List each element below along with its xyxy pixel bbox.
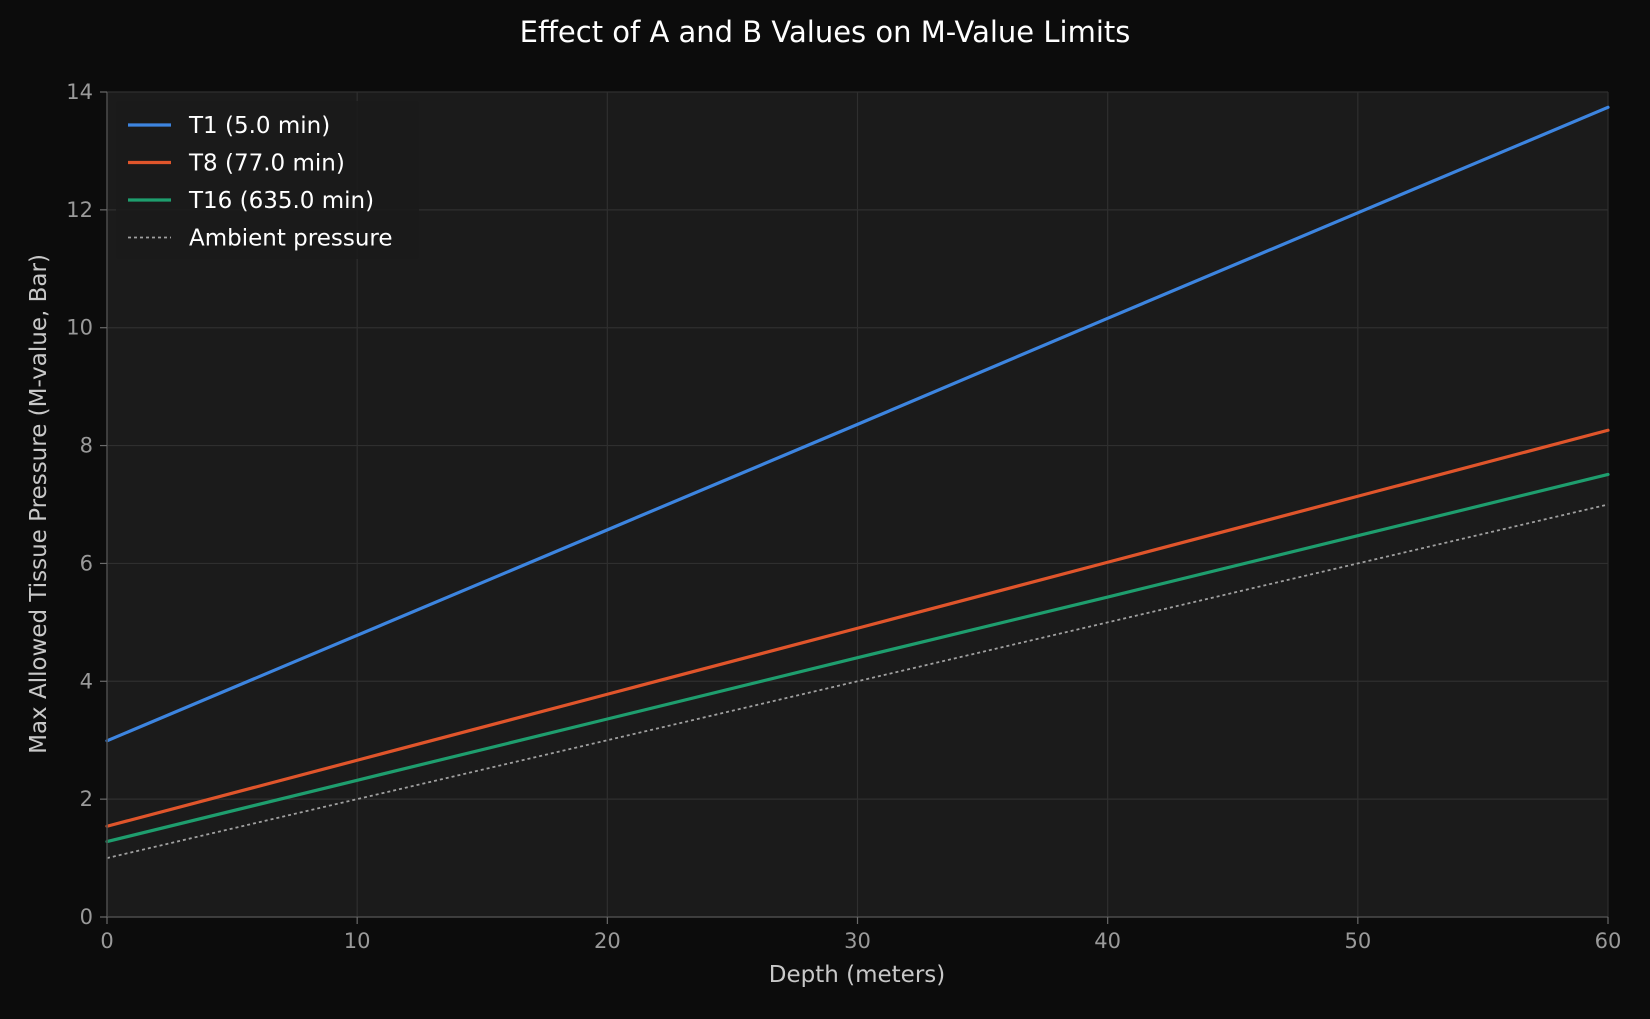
x-tick-label: 20 <box>594 929 621 953</box>
y-tick-label: 14 <box>66 80 93 104</box>
x-tick-label: 0 <box>100 929 113 953</box>
x-tick-label: 30 <box>844 929 871 953</box>
x-tick-label: 50 <box>1344 929 1371 953</box>
series-line-1 <box>105 105 1610 743</box>
x-tick-label: 40 <box>1094 929 1121 953</box>
y-tick-label: 8 <box>80 434 93 458</box>
legend-label: T1 (5.0 min) <box>188 113 330 139</box>
legend: T1 (5.0 min) T8 (77.0 min) T16 (635.0 min)… <box>116 101 419 259</box>
legend-label: Ambient pressure <box>189 226 393 252</box>
legend-items: T1 (5.0 min) T8 (77.0 min) T16 (635.0 min)… <box>128 113 393 252</box>
y-tick-label: 2 <box>80 787 93 811</box>
series-line-2 <box>105 428 1610 828</box>
y-tick-label: 12 <box>66 198 93 222</box>
y-tick-label: 0 <box>80 905 93 929</box>
y-tick-label: 6 <box>80 551 93 575</box>
y-tick-label: 10 <box>66 316 93 340</box>
legend-label: T8 (77.0 min) <box>188 151 345 177</box>
x-axis-label: Depth (meters) <box>769 962 945 988</box>
legend-box <box>116 101 419 259</box>
chart-title: Effect of A and B Values on M-Value Limi… <box>520 15 1131 49</box>
x-tick-label: 10 <box>344 929 371 953</box>
series-lines <box>105 105 1610 859</box>
legend-label: T16 (635.0 min) <box>188 188 374 214</box>
series-line-4 <box>106 503 1609 859</box>
y-tick-label: 4 <box>80 669 93 693</box>
series-line-3 <box>105 472 1610 844</box>
x-tick-label: 60 <box>1595 929 1622 953</box>
tick-labels: 0 10 20 30 40 50 60 0 2 4 6 8 10 12 14 <box>66 80 1621 953</box>
y-axis-label: Max Allowed Tissue Pressure (M-value, Ba… <box>26 254 52 754</box>
